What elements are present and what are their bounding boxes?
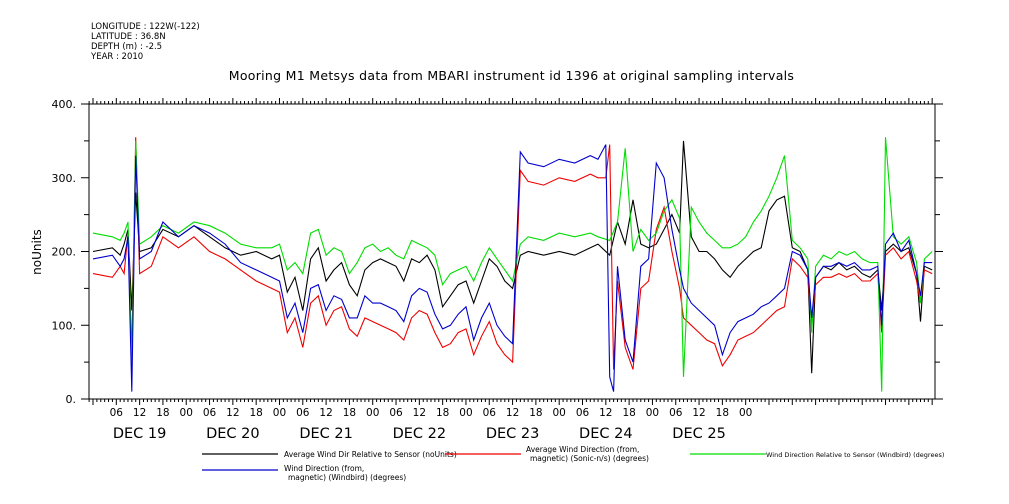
x-tick-label: 00 bbox=[646, 407, 659, 419]
legend-label: Average Wind Direction (from, bbox=[526, 445, 639, 454]
x-tick-label: 18 bbox=[343, 407, 356, 419]
x-tick-label: 18 bbox=[716, 407, 729, 419]
longitude-label: LONGITUDE : 122W(-122) bbox=[91, 22, 200, 32]
y-tick-label: 200. bbox=[52, 246, 77, 259]
x-tick-label: 00 bbox=[739, 407, 752, 419]
series-line-3 bbox=[92, 137, 933, 392]
x-day-label: DEC 20 bbox=[206, 426, 260, 442]
x-tick-label: 18 bbox=[156, 407, 169, 419]
x-tick-label: 18 bbox=[529, 407, 542, 419]
y-tick-label: 0. bbox=[66, 393, 77, 406]
year-label: YEAR : 2010 bbox=[91, 52, 144, 62]
x-tick-label: 12 bbox=[692, 407, 705, 419]
x-tick-label: 06 bbox=[389, 407, 403, 419]
x-tick-label: 18 bbox=[436, 407, 449, 419]
y-tick-label: 300. bbox=[52, 172, 77, 185]
y-tick-label: 100. bbox=[52, 319, 77, 332]
x-tick-label: 06 bbox=[576, 407, 590, 419]
x-day-label: DEC 22 bbox=[393, 426, 447, 442]
y-axis-label: noUnits bbox=[30, 229, 44, 275]
metadata-block: LONGITUDE : 122W(-122) LATITUDE : 36.8N … bbox=[91, 22, 200, 62]
x-tick-label: 06 bbox=[110, 407, 124, 419]
x-tick-label: 00 bbox=[273, 407, 286, 419]
x-tick-label: 06 bbox=[483, 407, 497, 419]
legend-label: magnetic) (Windbird) (degrees) bbox=[288, 473, 406, 482]
x-day-label: DEC 24 bbox=[579, 426, 633, 442]
chart-title: Mooring M1 Metsys data from MBARI instru… bbox=[228, 68, 795, 83]
plot-frame bbox=[88, 103, 936, 400]
series-line-4 bbox=[92, 144, 933, 392]
x-tick-label: 18 bbox=[622, 407, 635, 419]
series-line-2 bbox=[92, 137, 933, 370]
x-day-label: DEC 21 bbox=[299, 426, 353, 442]
x-day-label: DEC 19 bbox=[113, 426, 167, 442]
x-tick-label: 00 bbox=[553, 407, 566, 419]
x-tick-label: 06 bbox=[296, 407, 310, 419]
legend-label: magnetic) (Sonic-n/s) (degrees) bbox=[530, 454, 649, 463]
x-tick-label: 12 bbox=[133, 407, 146, 419]
x-tick-label: 00 bbox=[180, 407, 193, 419]
x-tick-label: 18 bbox=[249, 407, 262, 419]
latitude-label: LATITUDE : 36.8N bbox=[91, 32, 166, 42]
x-day-label: DEC 25 bbox=[672, 426, 726, 442]
legend-label: Wind Direction Relative to Sensor (Windb… bbox=[766, 451, 944, 459]
y-tick-label: 400. bbox=[52, 98, 77, 111]
x-tick-label: 12 bbox=[413, 407, 426, 419]
x-tick-label: 12 bbox=[226, 407, 239, 419]
x-tick-label: 06 bbox=[669, 407, 683, 419]
x-tick-label: 00 bbox=[459, 407, 472, 419]
x-tick-label: 12 bbox=[599, 407, 612, 419]
legend-label: Wind Direction (from, bbox=[284, 464, 364, 473]
legend-label: Average Wind Dir Relative to Sensor (noU… bbox=[284, 450, 457, 459]
x-tick-label: 12 bbox=[506, 407, 519, 419]
x-day-label: DEC 23 bbox=[486, 426, 540, 442]
x-tick-label: 06 bbox=[203, 407, 217, 419]
depth-label: DEPTH (m) : -2.5 bbox=[91, 42, 163, 52]
x-tick-label: 00 bbox=[366, 407, 379, 419]
x-tick-label: 12 bbox=[319, 407, 332, 419]
